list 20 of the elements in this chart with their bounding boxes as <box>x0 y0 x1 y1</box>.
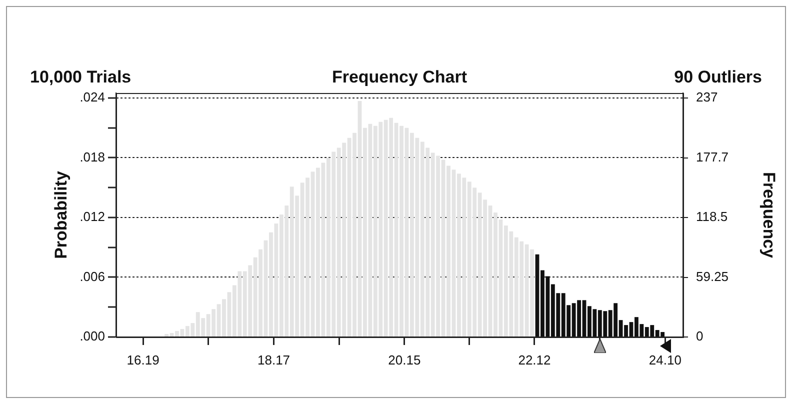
text: 90 Outliers <box>674 68 762 87</box>
x-tick-label: 22.12 <box>518 352 551 368</box>
x-tick-label: 20.15 <box>388 352 421 368</box>
y-tick-label: .006 <box>80 268 105 284</box>
y2-tick-label: 118.5 <box>696 209 728 224</box>
chart-title: Frequency Chart <box>332 68 468 87</box>
y-axis-title: Probability <box>52 170 71 259</box>
y-tick-label: .000 <box>80 328 105 344</box>
x-tick-label: 24.10 <box>648 352 682 368</box>
y-tick-label: .012 <box>80 209 105 224</box>
x-tick-label: 18.17 <box>257 352 290 368</box>
y2-tick-label: 0 <box>696 328 704 344</box>
x-tick-label: 16.19 <box>126 352 160 368</box>
y2-tick-label: 237 <box>696 90 718 105</box>
y2-axis-title: Frequency <box>759 172 778 259</box>
text: 10,000 Trials <box>30 68 132 87</box>
y2-tick-label: 177.7 <box>696 149 729 164</box>
y-tick-label: .024 <box>80 90 105 105</box>
y2-tick-label: 59.25 <box>696 268 729 284</box>
y-tick-label: .018 <box>80 149 105 164</box>
